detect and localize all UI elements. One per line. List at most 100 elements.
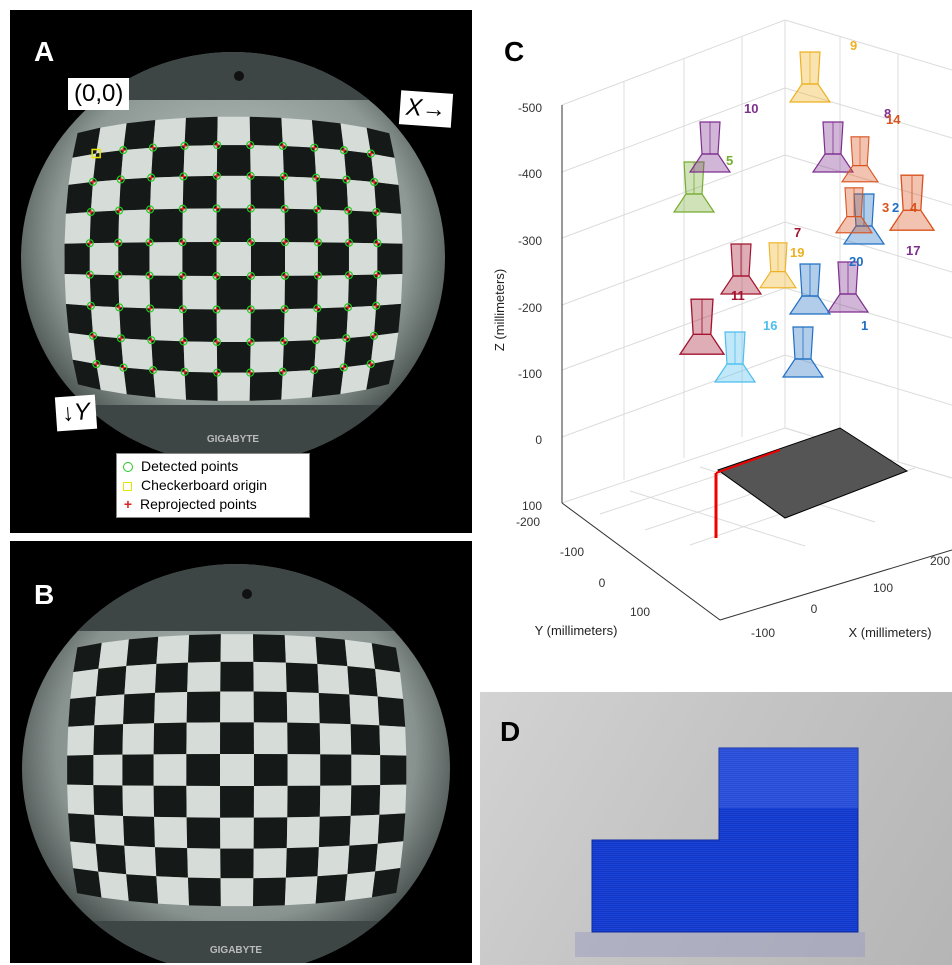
detected-point: [313, 205, 322, 214]
reprojected-point: [345, 208, 351, 214]
checker-square: [315, 874, 348, 904]
detected-point: [115, 303, 124, 312]
reprojected-point: [311, 367, 317, 373]
checker-square: [151, 145, 185, 178]
checker-square: [281, 370, 315, 400]
checker-square: [220, 817, 254, 849]
reprojected-point: [281, 173, 287, 179]
camera-frustum: [678, 298, 726, 355]
checker-square: [118, 275, 151, 309]
reprojected-point: [248, 273, 254, 279]
brand-text-a: GIGABYTE: [207, 434, 260, 445]
checker-square: [343, 150, 375, 182]
checker-square: [253, 691, 288, 723]
checker-square: [73, 868, 102, 898]
detected-point: [85, 270, 94, 279]
checkerboard-a: [64, 116, 403, 401]
checker-square: [89, 274, 120, 308]
checker-square: [67, 784, 95, 815]
checker-square: [94, 814, 125, 846]
detected-point: [119, 363, 128, 372]
checker-square: [253, 722, 288, 755]
checker-square: [96, 364, 127, 395]
reprojected-point: [346, 272, 352, 278]
checker-square: [216, 242, 251, 276]
detected-point: [145, 304, 155, 313]
reprojected-point: [180, 173, 186, 179]
detected-point: [280, 271, 290, 280]
reprojected-point: [368, 151, 374, 157]
checker-square: [122, 723, 155, 755]
y-tick-label: 0: [599, 576, 606, 590]
checkerboard-plane: [716, 427, 909, 519]
checker-square: [350, 785, 381, 816]
checker-square: [72, 359, 101, 390]
detected-point: [246, 237, 256, 247]
reprojected-point: [280, 143, 286, 149]
checker-square: [376, 212, 403, 244]
checker-square: [153, 754, 187, 786]
detected-point: [246, 305, 255, 314]
checker-square: [124, 845, 157, 877]
checker-square: [281, 117, 315, 148]
checker-square: [65, 181, 93, 214]
reprojected-point: [148, 175, 154, 181]
detected-point: [280, 238, 290, 247]
detected-point: [85, 239, 94, 248]
checker-square: [70, 668, 99, 699]
detected-point: [312, 173, 321, 182]
camera-frustum: [672, 161, 716, 213]
detected-point: [86, 207, 95, 217]
detected-point: [279, 337, 288, 346]
camera-pose-label: 17: [906, 243, 920, 258]
checker-square: [285, 662, 319, 693]
reprojected-point: [341, 147, 347, 153]
detected-point: [119, 146, 128, 155]
panel-a-image: GIGABYTE: [21, 52, 445, 464]
camera-pose-label: 19: [790, 245, 804, 260]
checker-square: [349, 814, 380, 846]
checker-square: [253, 848, 287, 879]
camera-frustum: [688, 121, 732, 173]
detected-point: [372, 207, 381, 217]
reprojected-point: [214, 273, 220, 279]
camera-frustum: [840, 136, 880, 183]
checker-square: [317, 209, 349, 243]
checker-square: [370, 332, 399, 364]
detected-point: [310, 365, 319, 375]
checker-square: [90, 305, 121, 339]
checker-square: [122, 754, 154, 786]
checker-square: [379, 784, 407, 815]
checker-square: [284, 208, 318, 243]
checker-square: [186, 722, 221, 755]
checker-square: [285, 242, 318, 276]
axes: [561, 105, 952, 621]
checker-square: [250, 242, 286, 276]
detected-point: [179, 337, 188, 346]
reprojected-point: [214, 307, 220, 313]
detected-point: [114, 271, 123, 280]
reprojected-point: [87, 240, 93, 246]
z-tick-label: -300: [518, 234, 542, 248]
checker-square: [286, 816, 320, 849]
detected-point: [344, 271, 354, 280]
shadow: [575, 932, 865, 957]
detected-point: [88, 177, 98, 186]
checker-square: [347, 666, 378, 697]
y-axis-label: Y (millimeters): [535, 623, 618, 638]
detected-point: [212, 171, 221, 180]
checker-square: [220, 848, 254, 879]
panel-d-label: D: [500, 716, 521, 747]
y-tick-label: 100: [630, 605, 650, 619]
checker-square: [151, 340, 185, 372]
camera-pose-label: 16: [763, 318, 777, 333]
reprojected-point: [118, 335, 124, 341]
detected-point: [246, 171, 255, 180]
checker-square: [220, 722, 254, 755]
detected-point: [369, 331, 379, 340]
reprojected-point: [180, 206, 186, 212]
reprojected-point: [182, 369, 188, 375]
reprojected-point: [281, 338, 287, 344]
detected-point: [86, 301, 96, 310]
checker-square: [119, 307, 152, 341]
